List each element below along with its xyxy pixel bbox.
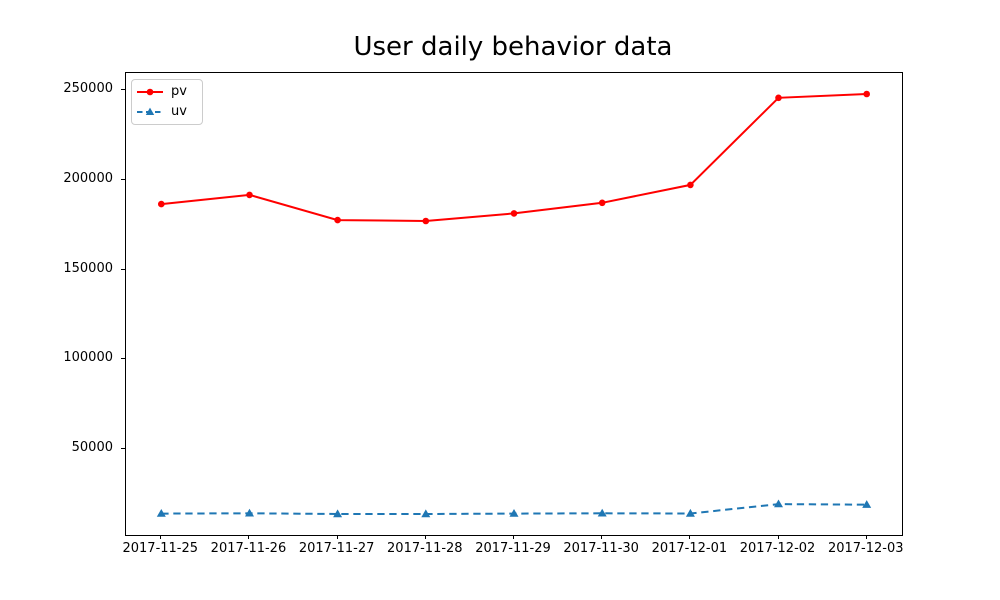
y-tick-label: 150000 [63, 260, 113, 276]
uv-data-point [597, 508, 607, 517]
plot-canvas [156, 90, 872, 518]
x-tick-label: 2017-12-03 [827, 541, 904, 556]
x-tick-mark [513, 535, 514, 539]
chart-title: User daily behavior data [353, 32, 673, 62]
x-tick-mark [601, 535, 603, 539]
uv-data-point [333, 509, 343, 518]
x-tick-label: 2017-12-01 [651, 541, 728, 556]
x-tick-mark [160, 535, 162, 539]
pv-data-point [334, 216, 341, 224]
x-tick-mark [424, 535, 426, 539]
uv-data-point [685, 508, 695, 517]
pv-data-point [246, 191, 253, 199]
uv-data-point [509, 509, 519, 517]
legend-label-pv: pv [171, 84, 187, 99]
y-tick-mark [121, 178, 125, 180]
uv-data-point [774, 499, 783, 508]
uv-data-point [421, 509, 431, 518]
pv-data-point [158, 200, 165, 208]
uv-legend-sample-icon [137, 107, 163, 115]
x-tick-label: 2017-11-25 [122, 541, 199, 556]
x-tick-mark [336, 535, 338, 539]
x-tick-mark [865, 535, 867, 539]
plot-area [125, 72, 903, 536]
y-tick-label: 50000 [71, 440, 113, 456]
pv-data-point [775, 94, 782, 102]
x-tick-label: 2017-11-28 [387, 541, 463, 556]
x-tick-mark [248, 535, 250, 539]
uv-data-point [245, 508, 254, 517]
pv-legend-sample-icon [137, 88, 163, 96]
y-tick-mark [121, 448, 125, 450]
legend-label-uv: uv [171, 104, 187, 119]
y-tick-label: 200000 [63, 170, 113, 186]
uv-data-point [862, 500, 872, 508]
pv-data-point [510, 210, 518, 217]
pv-line [161, 93, 867, 223]
x-tick-label: 2017-11-27 [298, 541, 375, 556]
y-tick-label: 100000 [63, 350, 113, 366]
x-tick-label: 2017-12-02 [739, 541, 816, 556]
pv-data-point [863, 90, 870, 98]
pv-data-point [687, 181, 694, 189]
y-tick-mark [121, 358, 125, 360]
y-tick-mark [121, 89, 125, 91]
y-tick-label: 250000 [63, 81, 113, 97]
uv-data-point [156, 509, 166, 517]
x-tick-label: 2017-11-29 [475, 541, 551, 556]
legend: pv uv [131, 79, 203, 125]
x-tick-mark [777, 535, 779, 539]
y-tick-mark [121, 268, 125, 270]
x-tick-label: 2017-11-30 [563, 541, 639, 556]
x-tick-mark [689, 535, 691, 539]
pv-data-point [422, 217, 430, 225]
x-tick-label: 2017-11-26 [210, 541, 287, 556]
legend-entry-uv: uv [136, 103, 198, 121]
pv-data-point [598, 199, 606, 207]
legend-entry-pv: pv [136, 83, 198, 101]
